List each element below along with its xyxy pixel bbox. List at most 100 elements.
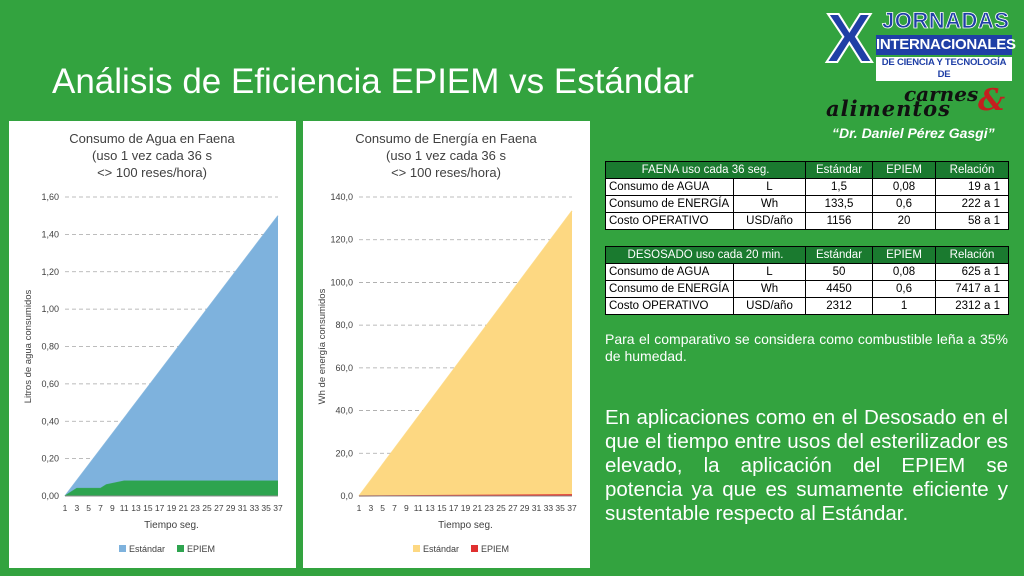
- chart-title-line: <> 100 reses/hora): [391, 165, 501, 180]
- logo-line2: INTERNACIONALES: [876, 35, 1016, 55]
- x-tick-label: 15: [143, 503, 153, 513]
- chart-title-line: (uso 1 vez cada 36 s: [386, 148, 506, 163]
- event-logo: X JORNADAS INTERNACIONALES DE CIENCIA Y …: [820, 0, 1020, 144]
- y-tick-label: 40,0: [335, 406, 353, 416]
- x-tick-label: 3: [74, 503, 79, 513]
- logo-letter: X: [825, 0, 874, 78]
- legend-swatch: [119, 545, 126, 552]
- table-cell: 133,5: [805, 195, 874, 213]
- logo-line3: DE CIENCIA Y TECNOLOGÍA DE: [876, 57, 1012, 81]
- y-tick-label: 80,0: [335, 320, 353, 330]
- legend-swatch: [471, 545, 478, 552]
- legend-label: EPIEM: [187, 544, 215, 554]
- x-tick-label: 25: [202, 503, 212, 513]
- y-tick-label: 140,0: [330, 192, 353, 202]
- x-tick-label: 31: [238, 503, 248, 513]
- table-cell: 0,6: [872, 195, 937, 213]
- table-cell: Costo OPERATIVO: [605, 297, 734, 315]
- table-header-cell: Estándar: [805, 161, 874, 179]
- table-cell: 222 a 1: [935, 195, 1010, 213]
- x-axis-label: Tiempo seg.: [438, 520, 493, 531]
- comparison-tables: FAENA uso cada 36 seg. Estándar EPIEM Re…: [604, 161, 1010, 315]
- table-cell: 1,5: [805, 178, 874, 196]
- y-tick-label: 1,40: [41, 229, 59, 239]
- logo-word-alimentos: alimentos: [826, 96, 951, 121]
- chart-title-line: (uso 1 vez cada 36 s: [92, 148, 212, 163]
- chart-title-line: Consumo de Energía en Faena: [355, 131, 537, 146]
- y-tick-label: 0,00: [41, 491, 59, 501]
- y-tick-label: 120,0: [330, 235, 353, 245]
- x-tick-label: 19: [167, 503, 177, 513]
- x-tick-label: 5: [86, 503, 91, 513]
- table-cell: 0,08: [872, 178, 937, 196]
- table-cell: 0,6: [872, 280, 937, 298]
- table-cell: L: [732, 178, 807, 196]
- series-area-epiem: [65, 481, 278, 496]
- x-tick-label: 13: [131, 503, 141, 513]
- table-cell: Consumo de ENERGÍA: [605, 195, 734, 213]
- x-tick-label: 1: [63, 503, 68, 513]
- y-tick-label: 60,0: [335, 363, 353, 373]
- table-cell: 20: [872, 212, 937, 230]
- table-cell: Consumo de ENERGÍA: [605, 280, 734, 298]
- x-tick-label: 17: [155, 503, 165, 513]
- logo-ampersand: &: [978, 83, 1006, 118]
- x-tick-label: 29: [520, 503, 530, 513]
- y-tick-label: 0,60: [41, 379, 59, 389]
- table-cell: L: [732, 263, 807, 281]
- y-tick-label: 0,0: [340, 491, 353, 501]
- table-cell: 4450: [805, 280, 874, 298]
- series-line-epiem: [64, 480, 278, 497]
- x-tick-label: 3: [368, 503, 373, 513]
- x-axis-label: Tiempo seg.: [144, 520, 199, 531]
- table-row: Consumo de ENERGÍA Wh 133,5 0,6 222 a 1: [605, 195, 1010, 213]
- x-tick-label: 27: [214, 503, 224, 513]
- y-tick-label: 0,80: [41, 342, 59, 352]
- table-header-cell: DESOSADO uso cada 20 min.: [604, 246, 807, 264]
- table-row: Consumo de AGUA L 1,5 0,08 19 a 1: [605, 178, 1010, 196]
- table-row: Consumo de AGUA L 50 0,08 625 a 1: [605, 263, 1010, 281]
- table-header-faena: FAENA uso cada 36 seg. Estándar EPIEM Re…: [604, 161, 1010, 179]
- y-tick-label: 20,0: [335, 448, 353, 458]
- x-tick-label: 13: [425, 503, 435, 513]
- x-tick-label: 9: [404, 503, 409, 513]
- y-axis-label: Wh de energía consumidos: [317, 288, 328, 404]
- table-cell: 7417 a 1: [935, 280, 1010, 298]
- y-tick-label: 1,60: [41, 192, 59, 202]
- x-tick-label: 33: [250, 503, 260, 513]
- table-header-cell: FAENA uso cada 36 seg.: [604, 161, 807, 179]
- table-header-cell: EPIEM: [872, 246, 937, 264]
- series-line-estndar: [358, 210, 573, 497]
- logo-word-carnes: carnes: [904, 82, 979, 106]
- table-cell: 625 a 1: [935, 263, 1010, 281]
- table-cell: 2312 a 1: [935, 297, 1010, 315]
- table-cell: 1: [872, 297, 937, 315]
- x-tick-label: 7: [98, 503, 103, 513]
- table-cell: Consumo de AGUA: [605, 178, 734, 196]
- table-row: Costo OPERATIVO USD/año 1156 20 58 a 1: [605, 212, 1010, 230]
- y-tick-label: 100,0: [330, 277, 353, 287]
- water-chart-panel: Consumo de Agua en Faena (uso 1 vez cada …: [9, 121, 296, 568]
- x-tick-label: 7: [392, 503, 397, 513]
- x-tick-label: 11: [414, 503, 423, 513]
- x-tick-label: 23: [190, 503, 200, 513]
- y-tick-label: 1,20: [41, 267, 59, 277]
- table-header-cell: Relación: [935, 161, 1010, 179]
- table-header-cell: Estándar: [805, 246, 874, 264]
- table-cell: Consumo de AGUA: [605, 263, 734, 281]
- table-header-cell: EPIEM: [872, 161, 937, 179]
- x-tick-label: 29: [226, 503, 236, 513]
- legend-swatch: [177, 545, 184, 552]
- table-cell: 0,08: [872, 263, 937, 281]
- y-tick-label: 1,00: [41, 304, 59, 314]
- table-cell: 2312: [805, 297, 874, 315]
- x-tick-label: 15: [437, 503, 447, 513]
- legend-label: Estándar: [129, 544, 165, 554]
- water-consumption-chart: Consumo de Agua en Faena (uso 1 vez cada …: [23, 131, 283, 554]
- chart-title-line: Consumo de Agua en Faena: [69, 131, 235, 146]
- legend-label: Estándar: [423, 544, 459, 554]
- table-cell: 1156: [805, 212, 874, 230]
- energy-chart-panel: Consumo de Energía en Faena (uso 1 vez ca…: [303, 121, 590, 568]
- x-tick-label: 33: [544, 503, 554, 513]
- slide-title: Análisis de Eficiencia EPIEM vs Estándar: [52, 62, 694, 101]
